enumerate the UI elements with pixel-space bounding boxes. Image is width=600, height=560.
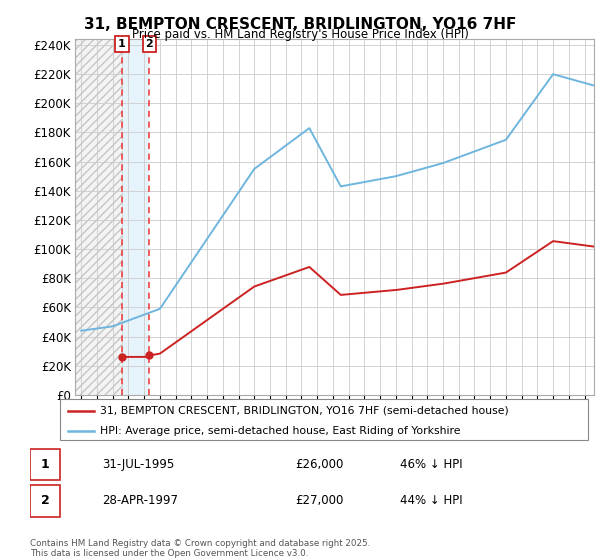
FancyBboxPatch shape (30, 485, 61, 516)
Text: 1: 1 (118, 39, 126, 49)
Text: 2: 2 (146, 39, 154, 49)
Text: Contains HM Land Registry data © Crown copyright and database right 2025.
This d: Contains HM Land Registry data © Crown c… (30, 539, 370, 558)
Text: 28-APR-1997: 28-APR-1997 (102, 494, 178, 507)
FancyBboxPatch shape (30, 449, 61, 480)
FancyBboxPatch shape (60, 399, 588, 440)
Text: HPI: Average price, semi-detached house, East Riding of Yorkshire: HPI: Average price, semi-detached house,… (100, 426, 460, 436)
Bar (75, 39, 122, 395)
Text: 1: 1 (41, 458, 49, 470)
Text: 31, BEMPTON CRESCENT, BRIDLINGTON, YO16 7HF (semi-detached house): 31, BEMPTON CRESCENT, BRIDLINGTON, YO16 … (100, 405, 508, 416)
Text: 31, BEMPTON CRESCENT, BRIDLINGTON, YO16 7HF: 31, BEMPTON CRESCENT, BRIDLINGTON, YO16 … (84, 17, 516, 32)
Bar (122, 39, 149, 395)
Text: 31-JUL-1995: 31-JUL-1995 (102, 458, 174, 470)
Text: £27,000: £27,000 (295, 494, 343, 507)
Bar (75, 39, 122, 395)
Text: 2: 2 (41, 494, 49, 507)
Text: 46% ↓ HPI: 46% ↓ HPI (400, 458, 463, 470)
Text: 44% ↓ HPI: 44% ↓ HPI (400, 494, 463, 507)
Text: £26,000: £26,000 (295, 458, 343, 470)
Text: Price paid vs. HM Land Registry's House Price Index (HPI): Price paid vs. HM Land Registry's House … (131, 28, 469, 41)
